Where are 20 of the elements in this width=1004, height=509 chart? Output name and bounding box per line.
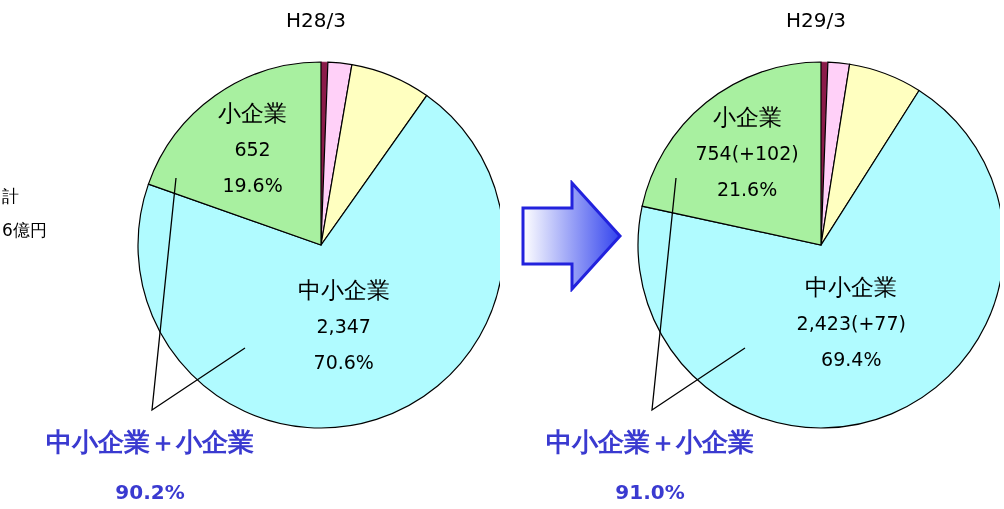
slice-label: 中小企業 (297, 276, 390, 303)
text: 6億円 (2, 219, 47, 242)
text: 754(+102) (695, 142, 799, 165)
data-label: 21.6% (716, 178, 778, 201)
data-label: 70.6% (313, 350, 374, 373)
data-label: 19.6% (222, 173, 283, 196)
text: 652 (234, 137, 271, 160)
text: 計 (2, 185, 19, 208)
text: 中小企業＋小企業 (545, 426, 755, 459)
text: 91.0% (614, 480, 686, 504)
chart-title: H28/3 (285, 8, 347, 32)
chart-title: H29/3 (785, 8, 847, 32)
slice-label: 小企業 (218, 99, 288, 126)
data-label: 69.4% (821, 347, 882, 370)
text: 中小企業＋小企業 (45, 426, 255, 459)
text: 2,347 (316, 314, 371, 337)
text: 90.2% (114, 480, 186, 504)
slice-label: 中小企業 (805, 273, 898, 300)
slice-label: 小企業 (712, 104, 782, 131)
text: 2,423(+77) (796, 311, 906, 334)
